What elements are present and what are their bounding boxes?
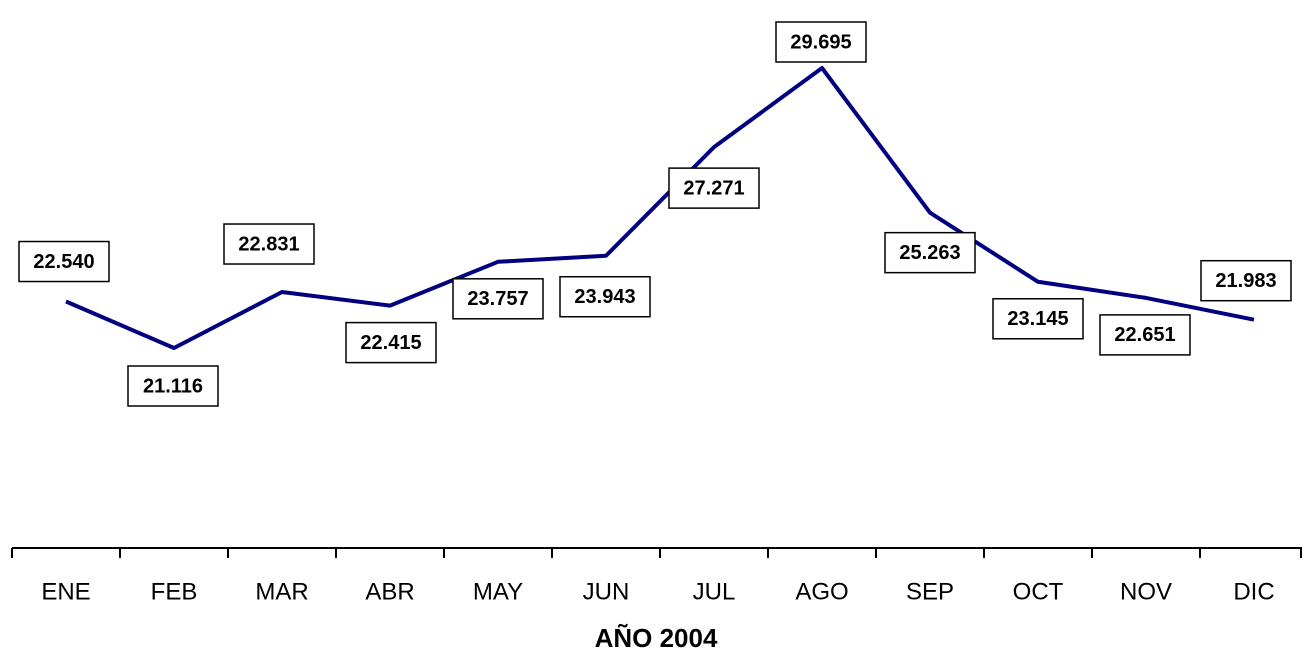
data-label-box [992, 298, 1084, 340]
data-label-box [18, 240, 110, 283]
x-tick-label: DIC [1233, 578, 1274, 605]
line [65, 66, 1255, 350]
x-tick-label: ABR [365, 578, 414, 605]
data-label-box [668, 167, 760, 209]
data-label: 21.116 [143, 375, 203, 397]
x-axis-label: AÑO 2004 [595, 623, 718, 653]
x-tick-label: NOV [1120, 578, 1172, 605]
x-tick-label: JUN [583, 578, 630, 605]
x-tick-label: SEP [906, 578, 954, 605]
x-tick-label: MAY [473, 578, 523, 605]
data-label: 22.540 [33, 251, 94, 273]
data-label-box [345, 321, 437, 364]
data-label-box [559, 275, 651, 318]
x-tick-label: JUL [693, 578, 736, 605]
data-label-box [1200, 259, 1292, 302]
data-label: 21.983 [1215, 270, 1276, 292]
data-label: 23.145 [1007, 308, 1068, 330]
data-label-box [884, 231, 976, 274]
x-tick-label: ENE [41, 578, 90, 605]
x-tick-label: MAR [255, 578, 308, 605]
data-label-box [1099, 314, 1191, 356]
data-label-box [775, 21, 867, 63]
x-tick-label: FEB [151, 578, 198, 605]
data-label-box [223, 223, 315, 265]
data-label-box [127, 365, 219, 407]
x-tick-label: AGO [795, 578, 848, 605]
data-label: 22.831 [238, 233, 299, 255]
data-label: 27.271 [683, 177, 744, 199]
data-label: 23.757 [467, 288, 528, 310]
data-label: 22.415 [360, 332, 421, 354]
x-tick-label: OCT [1013, 578, 1064, 605]
data-label: 25.263 [899, 242, 960, 264]
data-label: 29.695 [790, 31, 851, 53]
data-label: 23.943 [574, 286, 635, 308]
data-label: 22.651 [1114, 324, 1175, 346]
data-label-box [452, 278, 544, 320]
